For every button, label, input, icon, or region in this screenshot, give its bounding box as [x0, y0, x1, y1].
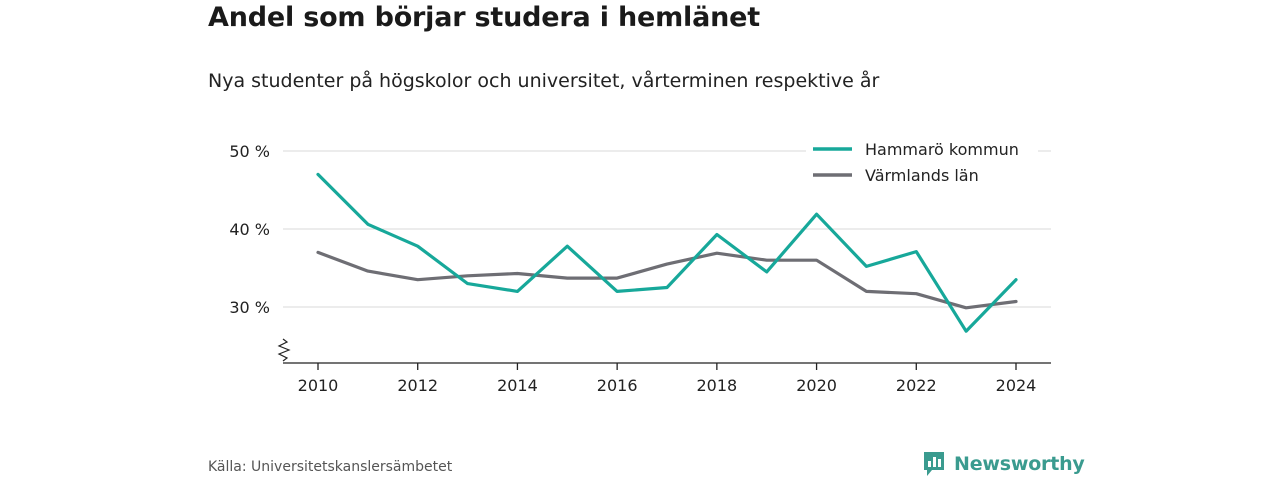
- legend-label: Hammarö kommun: [865, 140, 1019, 159]
- y-axis-ticks: 30 % 40 % 50 %: [229, 142, 270, 317]
- x-tick-label: 2024: [996, 376, 1037, 395]
- x-tick-label: 2014: [497, 376, 538, 395]
- source-note: Källa: Universitetskanslersämbetet: [208, 459, 453, 475]
- x-tick-label: 2016: [597, 376, 638, 395]
- legend-background: [806, 133, 1038, 193]
- chart-title: Andel som börjar studera i hemlänet: [208, 2, 760, 33]
- x-tick-label: 2010: [298, 376, 339, 395]
- series-line: [316, 250, 1018, 310]
- brand-logo: Newsworthy: [922, 450, 1085, 478]
- brand-name: Newsworthy: [954, 453, 1085, 475]
- series-lines: [316, 172, 1018, 333]
- x-axis-ticks: 2010 2012 2014 2016 2018 2020 2022 2024: [298, 363, 1037, 395]
- y-tick-label: 30 %: [229, 298, 270, 317]
- legend-label: Värmlands län: [865, 166, 979, 185]
- series-line: [316, 172, 1018, 333]
- y-tick-label: 40 %: [229, 220, 270, 239]
- x-tick-label: 2012: [397, 376, 438, 395]
- line-chart: 30 % 40 % 50 % 2010 2012 2014 2016 2018 2020 202…: [229, 133, 1051, 395]
- axis-break-icon: [277, 338, 291, 362]
- x-tick-label: 2018: [696, 376, 737, 395]
- newsworthy-icon: [924, 452, 944, 476]
- y-tick-label: 50 %: [229, 142, 270, 161]
- x-tick-label: 2020: [796, 376, 837, 395]
- legend: Hammarö kommun Värmlands län: [806, 133, 1038, 193]
- x-axis: [277, 338, 1051, 364]
- x-tick-label: 2022: [896, 376, 937, 395]
- chart-subtitle: Nya studenter på högskolor och universit…: [208, 70, 880, 92]
